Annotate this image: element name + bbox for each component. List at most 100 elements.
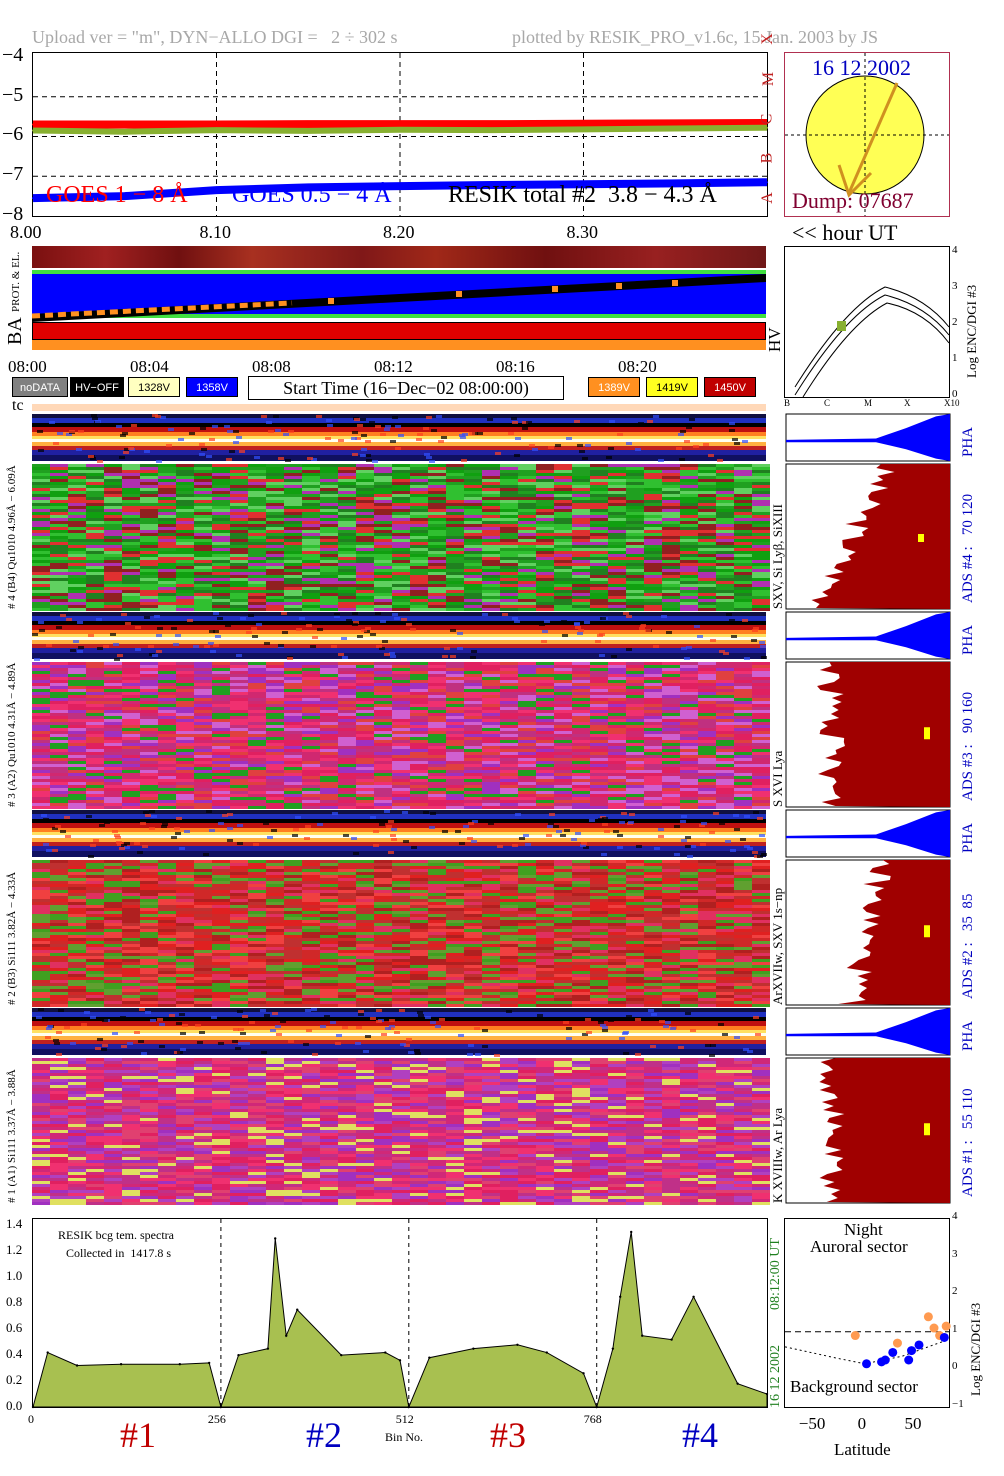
ads-cell	[716, 575, 734, 578]
ads-cell	[626, 521, 644, 524]
ads-cell	[86, 755, 104, 758]
ads-cell	[68, 533, 86, 536]
pha-pixel	[470, 656, 476, 659]
ads-cell	[716, 563, 734, 566]
ads-cell	[50, 587, 68, 590]
goes-point	[123, 130, 126, 133]
ads-cell	[86, 737, 104, 740]
ads-cell	[32, 770, 50, 773]
pha-pixel	[701, 822, 707, 825]
ads-cell	[68, 602, 86, 605]
ads-cell	[338, 503, 356, 506]
ads-cell	[194, 515, 212, 518]
ads-cell	[158, 485, 176, 488]
ads-cell	[194, 590, 212, 593]
trajectory-arrow-icon	[847, 82, 899, 194]
ads-cell	[428, 563, 446, 566]
ads-cell	[122, 464, 140, 467]
ads-cell	[122, 665, 140, 668]
ads-cell	[446, 731, 464, 734]
ads-cell	[50, 767, 68, 770]
ads-cell	[122, 722, 140, 725]
pha-pixel	[613, 830, 619, 833]
ads-cell	[446, 518, 464, 521]
ads-cell	[176, 788, 194, 791]
ads-cell	[428, 560, 446, 563]
ads-cell	[194, 683, 212, 686]
ads-cell	[86, 491, 104, 494]
pha-pixel	[338, 439, 344, 442]
ads-cell	[554, 743, 572, 746]
pha-pixel	[144, 450, 150, 453]
ads-cell	[230, 716, 248, 719]
ads-cell	[104, 875, 122, 878]
ads-cell	[590, 593, 608, 596]
ads-cell	[536, 569, 554, 572]
ads-cell	[626, 797, 644, 800]
ads-cell	[428, 527, 446, 530]
ads-cell	[482, 878, 500, 881]
ads-cell	[176, 746, 194, 749]
ads-cell	[140, 509, 158, 512]
ads-cell	[734, 734, 752, 737]
ads-cell	[590, 800, 608, 803]
pha-pixel	[311, 458, 317, 461]
ads-cell	[86, 746, 104, 749]
ads-cell	[158, 740, 176, 743]
ads-cell	[302, 467, 320, 470]
ads-cell	[158, 872, 176, 875]
ads-cell	[410, 725, 428, 728]
ads-cell	[410, 794, 428, 797]
ads-cell	[122, 695, 140, 698]
ads-cell	[626, 668, 644, 671]
ads-cell	[194, 470, 212, 473]
ads-cell	[266, 869, 284, 872]
ads-cell	[482, 464, 500, 467]
ads-cell	[752, 746, 770, 749]
ads-cell	[68, 599, 86, 602]
ads-cell	[446, 479, 464, 482]
ads-cell	[716, 572, 734, 575]
ads-cell	[734, 689, 752, 692]
ads-cell	[518, 488, 536, 491]
ads-cell	[554, 527, 572, 530]
ads-cell	[428, 758, 446, 761]
ads-cell	[680, 683, 698, 686]
ads-cell	[536, 761, 554, 764]
ads-cell	[572, 599, 590, 602]
ads-cell	[158, 770, 176, 773]
ads-cell	[302, 761, 320, 764]
ads-cell	[608, 686, 626, 689]
ads-cell	[392, 572, 410, 575]
ads-cell	[302, 608, 320, 611]
ads-cell	[500, 716, 518, 719]
status-time-tick: 08:16	[496, 357, 535, 376]
ads-cell	[734, 539, 752, 542]
ads-cell	[554, 788, 572, 791]
ads-cell	[590, 686, 608, 689]
ads-cell	[320, 518, 338, 521]
ads-cell	[410, 698, 428, 701]
ads-cell	[518, 590, 536, 593]
ads-cell	[734, 725, 752, 728]
ads-cell	[410, 521, 428, 524]
ads-cell	[734, 497, 752, 500]
pha-pixel	[658, 828, 664, 831]
ads-cell	[572, 674, 590, 677]
ads-cell	[428, 470, 446, 473]
pha-pixel	[119, 847, 125, 850]
ads-cell	[410, 497, 428, 500]
ads-cell	[338, 689, 356, 692]
ads-cell	[122, 473, 140, 476]
pha-pixel	[261, 415, 267, 418]
ads-cell	[338, 755, 356, 758]
ads-cell	[158, 569, 176, 572]
ads-cell	[320, 725, 338, 728]
ads-cell	[626, 866, 644, 869]
ads-cell	[410, 500, 428, 503]
ads-cell	[536, 563, 554, 566]
ads-cell	[32, 866, 50, 869]
ads-cell	[716, 464, 734, 467]
ads-cell	[122, 746, 140, 749]
ads-cell	[644, 491, 662, 494]
